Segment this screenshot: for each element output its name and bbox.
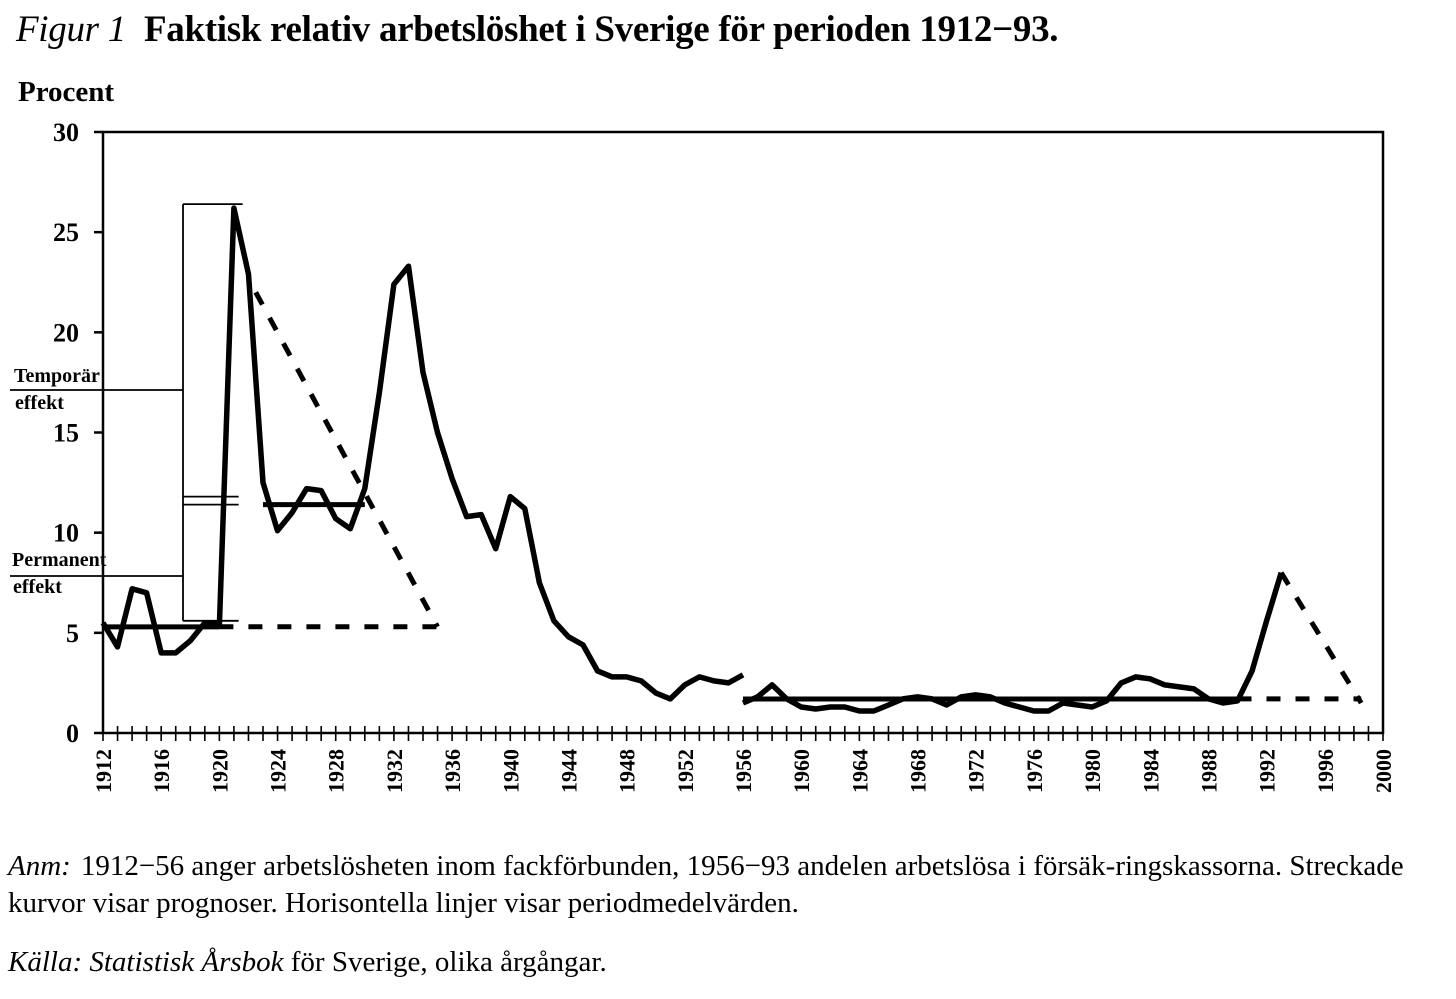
x-tick-label: 1964 <box>847 749 872 793</box>
effect-label-line2: effekt <box>13 576 62 598</box>
y-tick-label: 0 <box>66 719 79 748</box>
x-tick-label: 1920 <box>207 749 232 793</box>
source-book: Statistisk Årsbok <box>89 946 284 978</box>
x-tick-label: 1944 <box>556 749 581 793</box>
x-tick-label: 1932 <box>382 749 407 793</box>
figure-note: Anm: 1912−56 anger arbetslösheten inom fa… <box>8 848 1408 922</box>
forecast-line <box>253 291 440 628</box>
effect-label-line1: Permanent <box>12 549 107 571</box>
figure-title: Faktisk relativ arbetslöshet i Sverige f… <box>143 9 1059 50</box>
x-tick-label: 1924 <box>266 749 291 793</box>
x-tick-label: 1988 <box>1196 749 1221 793</box>
x-tick-label: 1948 <box>615 749 640 793</box>
x-tick-label: 1952 <box>673 749 698 793</box>
y-tick-label: 10 <box>53 519 79 548</box>
effect-label-line1: Temporär <box>14 365 100 387</box>
forecast-line <box>1279 571 1364 705</box>
x-tick-label: 1992 <box>1255 749 1280 793</box>
x-tick-label: 2000 <box>1371 749 1396 793</box>
y-tick-label: 15 <box>53 419 79 448</box>
unemployment-line <box>741 571 1284 714</box>
x-tick-label: 1960 <box>789 749 814 793</box>
x-tick-label: 1968 <box>906 749 931 793</box>
plot-frame <box>101 130 1385 735</box>
y-tick-label: 25 <box>53 218 79 247</box>
x-tick-label: 1928 <box>324 749 349 793</box>
x-tick-label: 1984 <box>1138 749 1163 793</box>
y-tick-label: 30 <box>53 118 79 147</box>
source-rest: för Sverige, olika årgångar. <box>290 946 607 978</box>
note-text: 1912−56 anger arbetslösheten inom fackfö… <box>8 850 1404 919</box>
effect-label-line2: effekt <box>15 392 64 414</box>
figure-source: Källa: Statistisk Årsbok för Sverige, ol… <box>8 946 607 979</box>
figure-label: Figur 1 <box>16 9 126 50</box>
y-axis-label: Procent <box>18 76 115 108</box>
x-tick-label: 1940 <box>498 749 523 793</box>
x-tick-label: 1956 <box>731 749 756 793</box>
x-tick-label: 1996 <box>1313 749 1338 793</box>
note-lead: Anm: <box>8 850 71 882</box>
y-tick-label: 20 <box>53 318 79 347</box>
unemployment-line <box>100 205 745 702</box>
unemployment-chart: 0 5 10 15 20 25 30 1912 1916 1920 1924 1928 1932 1936… <box>10 118 1396 793</box>
x-tick-label: 1976 <box>1022 749 1047 793</box>
figure-caption: Figur 1 Faktisk relativ arbetslöshet i Sv… <box>16 8 1059 51</box>
y-tick-label: 5 <box>66 619 79 648</box>
x-tick-label: 1912 <box>91 749 116 793</box>
x-tick-label: 1916 <box>149 749 174 793</box>
x-tick-label: 1936 <box>440 749 465 793</box>
x-tick-label: 1980 <box>1080 749 1105 793</box>
source-lead: Källa: <box>8 946 83 978</box>
x-tick-label: 1972 <box>964 749 989 793</box>
